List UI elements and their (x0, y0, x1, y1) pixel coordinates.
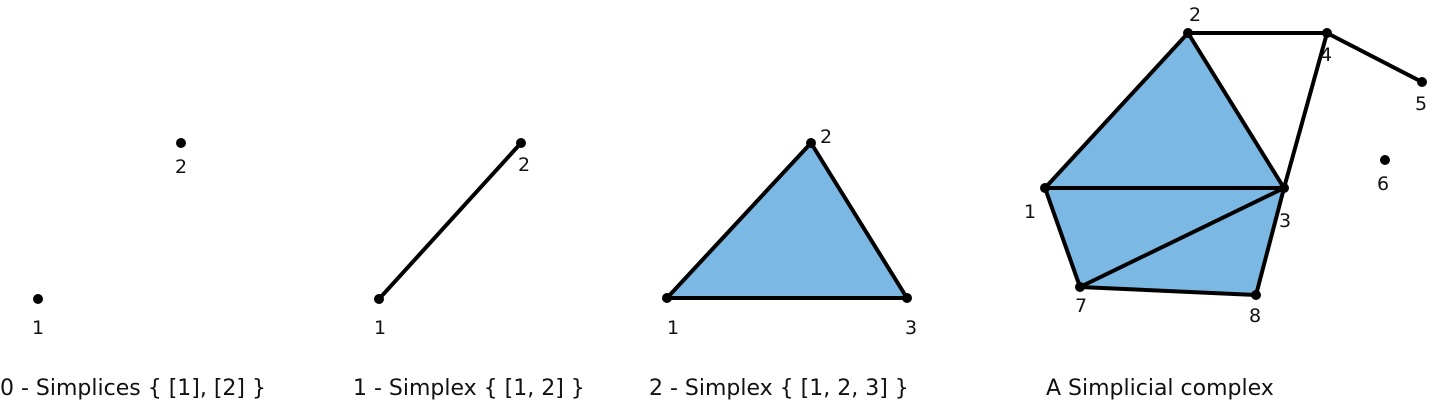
p3-vertex-3 (1279, 183, 1289, 193)
p3-vertex-label-7: 7 (1075, 295, 1087, 317)
p3-vertex-6 (1380, 155, 1390, 165)
p3-vertex-label-6: 6 (1377, 173, 1389, 195)
vertex-labels-layer: 1 2 1 2 1 2 3 1 2 3 4 5 6 7 8 (32, 4, 1427, 339)
vertices-layer (33, 28, 1427, 304)
p2-vertex-label-1: 1 (667, 317, 679, 339)
p2-edge-2-3 (809, 141, 909, 300)
p3-vertex-8 (1251, 290, 1261, 300)
faces-layer (667, 33, 1284, 298)
p3-edge-4-5 (1325, 31, 1424, 84)
p3-vertex-label-4: 4 (1320, 44, 1332, 66)
p3-vertex-7 (1075, 282, 1085, 292)
p3-face-1-2-3 (1045, 33, 1284, 188)
p0-vertex-label-1: 1 (32, 317, 44, 339)
p3-edge-7-3 (1078, 186, 1286, 289)
p2-vertex-3 (902, 293, 912, 303)
p3-edge-8-3 (1254, 186, 1286, 297)
p3-vertex-label-5: 5 (1415, 93, 1427, 115)
p3-vertex-2 (1183, 28, 1193, 38)
p3-vertex-label-2: 2 (1189, 4, 1201, 26)
p1-edge-1-2 (377, 141, 523, 301)
caption-simplicial-complex: A Simplicial complex (1046, 376, 1274, 401)
caption-zero-simplices: 0 - Simplices { [1], [2] } (0, 376, 266, 401)
p3-vertex-1 (1040, 183, 1050, 193)
p3-edge-1-2 (1043, 31, 1190, 190)
p2-vertex-2 (806, 138, 816, 148)
p2-edge-1-2 (665, 141, 813, 300)
p2-vertex-label-2: 2 (820, 126, 832, 148)
caption-two-simplex: 2 - Simplex { [1, 2, 3] } (649, 376, 909, 401)
p1-vertex-label-1: 1 (374, 317, 386, 339)
p3-edge-7-8 (1078, 285, 1258, 297)
p0-vertex-label-2: 2 (175, 156, 187, 178)
p2-vertex-label-3: 3 (905, 317, 917, 339)
caption-one-simplex: 1 - Simplex { [1, 2] } (353, 376, 585, 401)
p3-vertex-5 (1417, 77, 1427, 87)
p0-vertex-1 (33, 294, 43, 304)
p3-edge-1-7 (1043, 186, 1082, 289)
p3-vertex-label-8: 8 (1249, 305, 1261, 327)
p3-vertex-label-1: 1 (1024, 201, 1036, 223)
p1-vertex-2 (516, 138, 526, 148)
p3-edge-2-3 (1186, 31, 1286, 190)
p3-edge-4-3 (1282, 31, 1329, 190)
p3-vertex-4 (1322, 28, 1332, 38)
p2-face-1-2-3 (667, 143, 907, 298)
p3-vertex-label-3: 3 (1279, 210, 1291, 232)
p1-vertex-1 (374, 294, 384, 304)
p3-face-1-3-7 (1045, 188, 1284, 287)
p1-vertex-label-2: 2 (518, 154, 530, 176)
p0-vertex-2 (176, 138, 186, 148)
p2-vertex-1 (662, 293, 672, 303)
edges-layer (377, 31, 1424, 301)
